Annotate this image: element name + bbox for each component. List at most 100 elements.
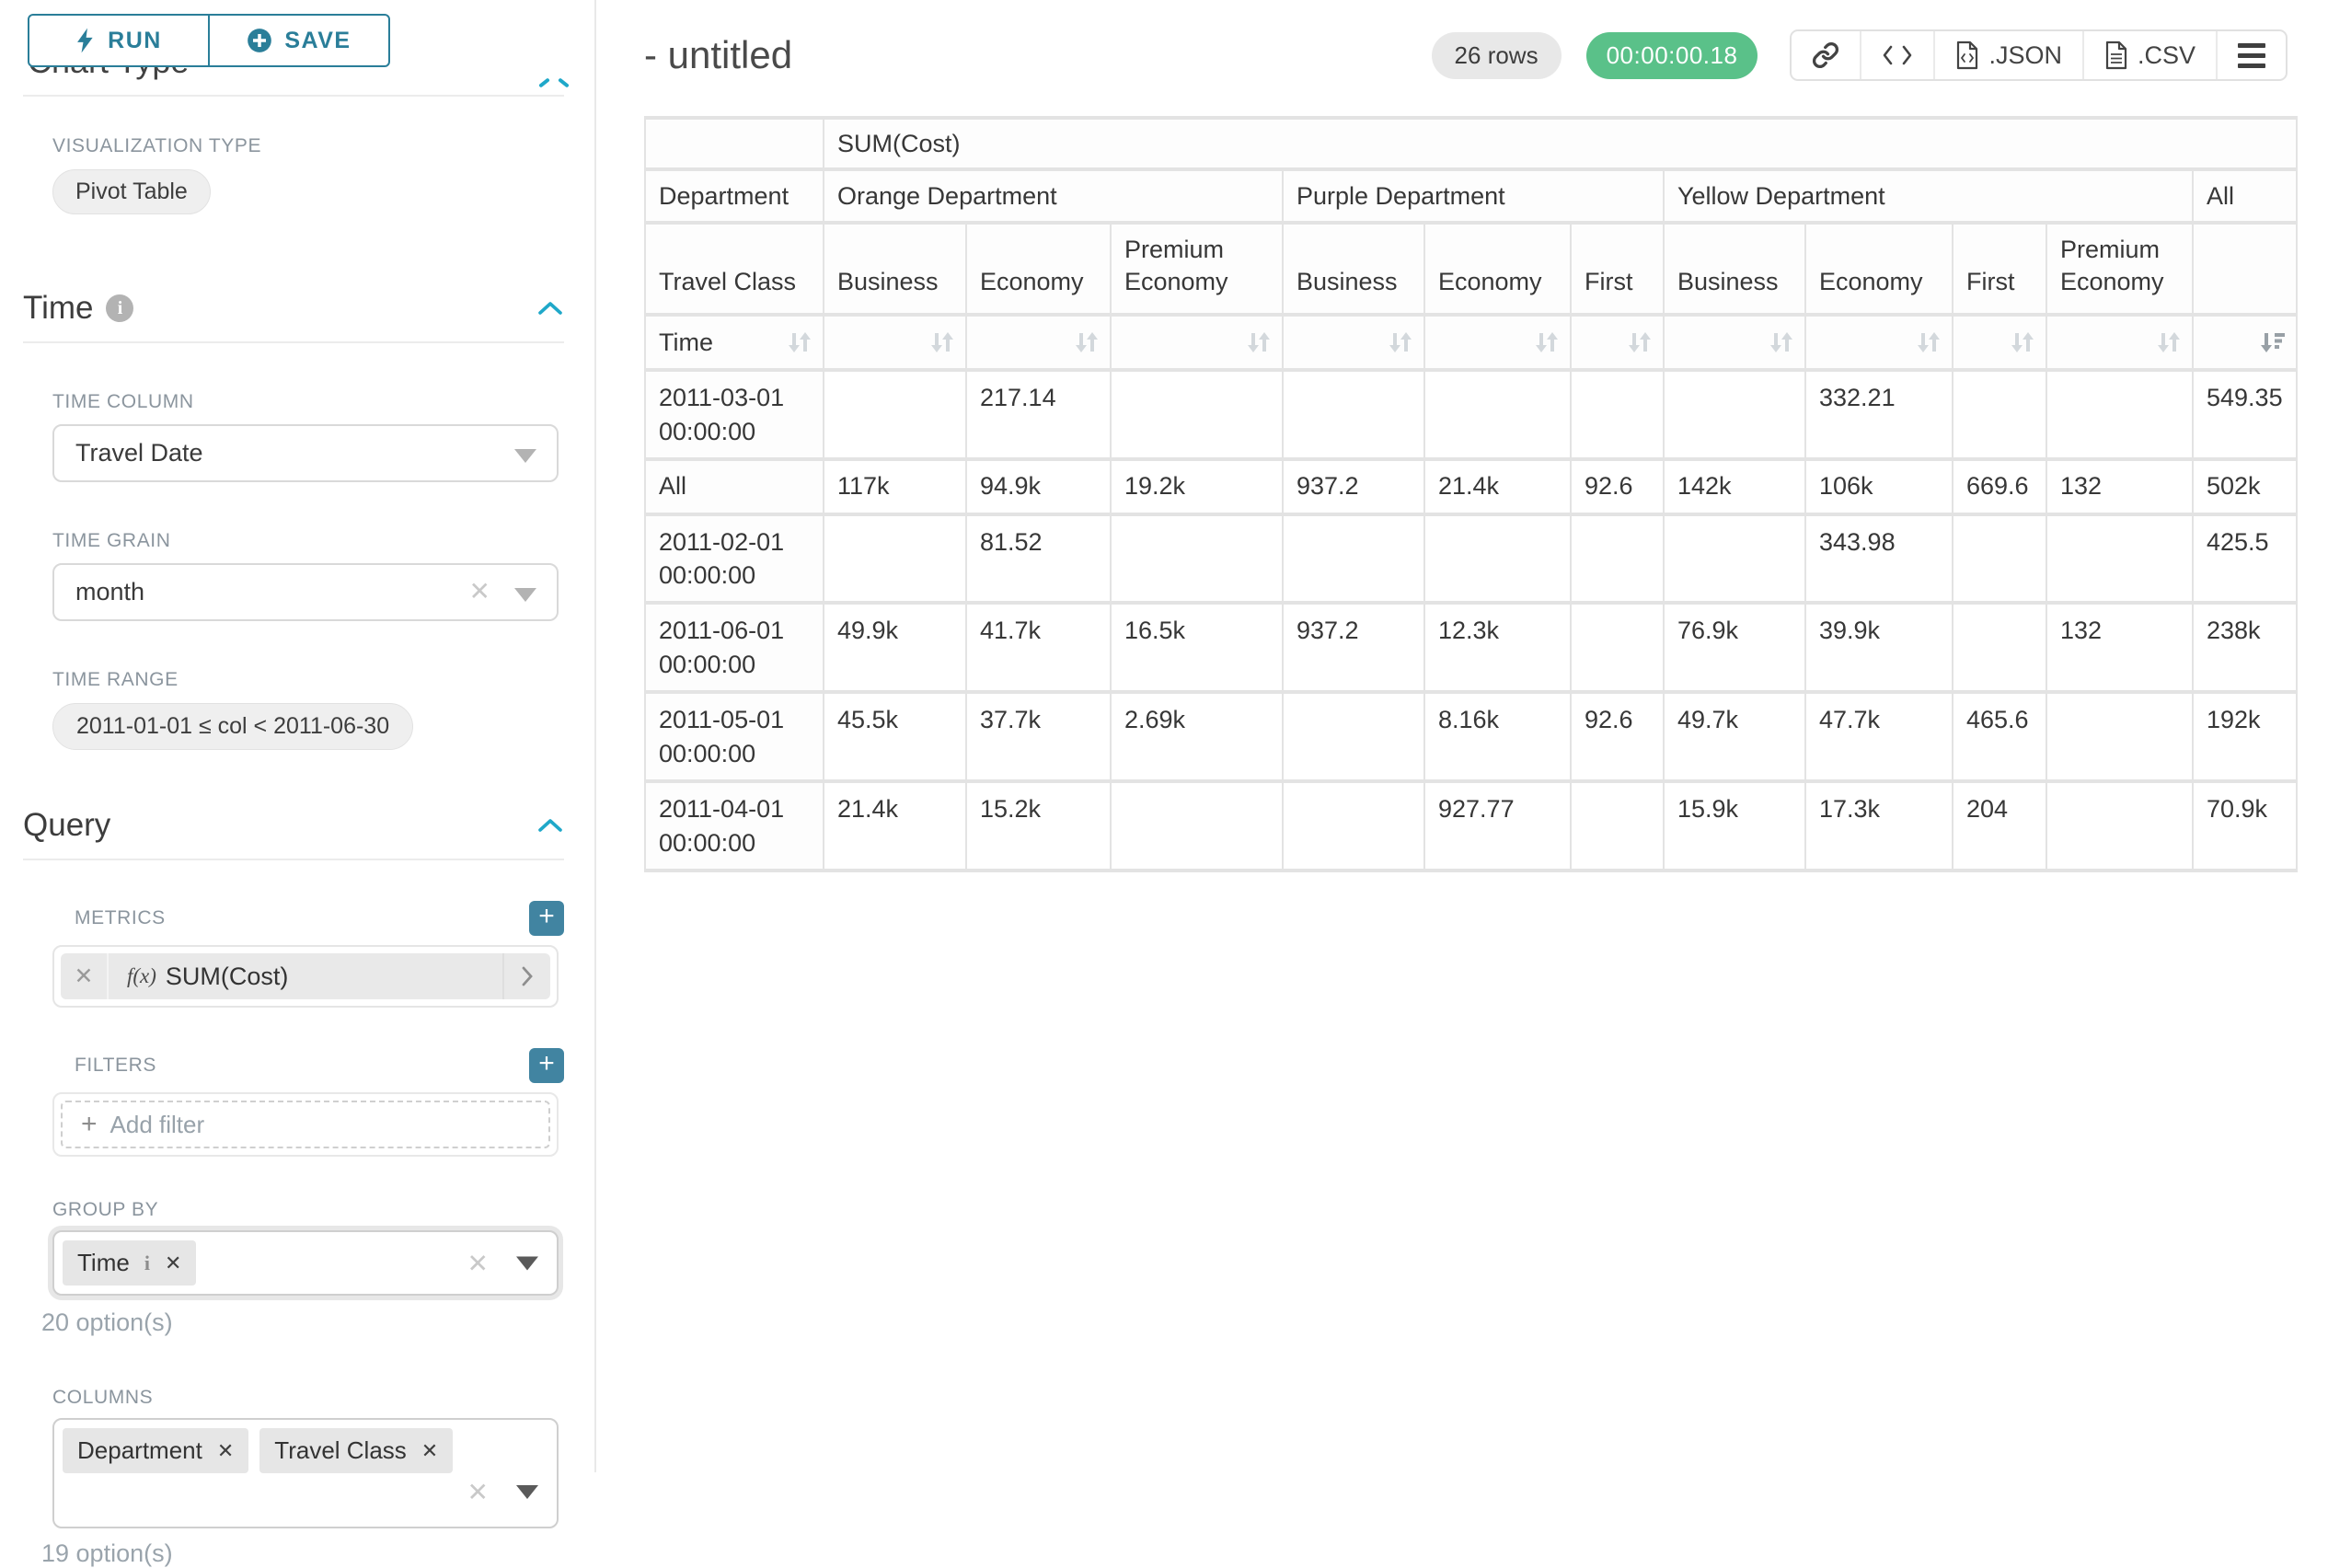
chart-title[interactable]: - untitled — [644, 33, 792, 77]
column-header — [2194, 225, 2296, 313]
sort-icon — [1245, 329, 1273, 355]
sort-header — [2047, 317, 2192, 368]
sort-toggle[interactable] — [1073, 329, 1101, 355]
column-header: Business — [1665, 225, 1804, 313]
column-header: Premium Economy — [1112, 225, 1282, 313]
copy-link-button[interactable] — [1792, 31, 1860, 79]
value-cell — [1953, 605, 2046, 690]
more-options-button[interactable] — [2216, 31, 2286, 79]
remove-tag-icon[interactable]: ✕ — [165, 1251, 181, 1275]
sort-header — [2194, 317, 2296, 368]
sort-icon — [2009, 329, 2036, 355]
sort-icon — [928, 329, 956, 355]
row-header: 2011-02-01 00:00:00 — [646, 516, 823, 602]
sort-header — [1572, 317, 1663, 368]
export-json-button[interactable]: .JSON — [1933, 31, 2082, 79]
time-range-value[interactable]: 2011-01-01 ≤ col < 2011-06-30 — [52, 703, 413, 750]
sort-toggle[interactable] — [1245, 329, 1273, 355]
visualization-type-label: VISUALIZATION TYPE — [52, 135, 594, 157]
value-cell — [1425, 516, 1570, 602]
metric-header: SUM(Cost) — [824, 120, 2296, 167]
remove-tag-icon[interactable]: ✕ — [217, 1439, 234, 1463]
time-column-select[interactable]: Travel Date — [52, 424, 559, 482]
columns-tag[interactable]: Travel Class ✕ — [259, 1428, 453, 1473]
sort-toggle[interactable] — [1533, 329, 1561, 355]
sort-toggle[interactable] — [2155, 329, 2183, 355]
value-cell: 21.4k — [1425, 461, 1570, 512]
sort-toggle[interactable] — [1626, 329, 1654, 355]
divider — [23, 341, 564, 343]
value-cell: 15.9k — [1665, 783, 1804, 869]
value-cell: 669.6 — [1953, 461, 2046, 512]
chevron-up-icon[interactable] — [538, 81, 571, 90]
sort-header-time: Time — [646, 317, 823, 368]
sort-toggle[interactable] — [1915, 329, 1942, 355]
collapse-time-section[interactable] — [536, 300, 564, 317]
row-header: All — [646, 461, 823, 512]
value-cell — [1572, 605, 1663, 690]
value-cell: 217.14 — [967, 372, 1110, 457]
export-csv-button[interactable]: .CSV — [2082, 31, 2216, 79]
code-icon — [1882, 43, 1913, 67]
export-toolbar: .JSON .CSV — [1790, 29, 2288, 81]
columns-select[interactable]: Department ✕ Travel Class ✕ ✕ — [52, 1418, 559, 1528]
sort-icon — [1626, 329, 1654, 355]
group-by-options-hint: 20 option(s) — [41, 1309, 594, 1337]
sort-toggle[interactable] — [1387, 329, 1414, 355]
columns-tag-label: Travel Class — [274, 1436, 407, 1465]
sort-icon — [1915, 329, 1942, 355]
value-cell — [2047, 783, 2192, 869]
query-section-title: Query — [23, 807, 110, 844]
time-section-header: Time i — [23, 290, 564, 327]
save-button-label: SAVE — [284, 28, 351, 54]
clear-icon[interactable]: ✕ — [467, 1248, 489, 1278]
export-csv-label: .CSV — [2138, 41, 2195, 70]
columns-tag[interactable]: Department ✕ — [63, 1428, 248, 1473]
add-filter-dropzone[interactable]: + Add filter — [61, 1101, 550, 1148]
column-group-header: Purple Department — [1284, 171, 1663, 221]
value-cell: 47.7k — [1806, 694, 1952, 779]
lightning-bolt-icon — [75, 28, 96, 53]
column-dimension-label: Department — [646, 171, 823, 221]
metric-chip[interactable]: ✕ f(x) SUM(Cost) — [61, 953, 550, 999]
column-header: Economy — [967, 225, 1110, 313]
export-json-label: .JSON — [1988, 41, 2062, 70]
remove-tag-icon[interactable]: ✕ — [421, 1439, 438, 1463]
sort-toggle[interactable] — [2259, 329, 2287, 355]
row-count-badge: 26 rows — [1432, 32, 1562, 79]
value-cell — [1284, 372, 1423, 457]
column-group-header: Yellow Department — [1665, 171, 2192, 221]
columns-options-hint: 19 option(s) — [41, 1539, 594, 1568]
sort-header — [1425, 317, 1570, 368]
sort-toggle[interactable] — [928, 329, 956, 355]
group-by-tag[interactable]: Time i ✕ — [63, 1240, 196, 1286]
value-cell: 8.16k — [1425, 694, 1570, 779]
group-by-select[interactable]: Time i ✕ ✕ — [52, 1230, 559, 1296]
query-section-header: Query — [23, 807, 564, 844]
column-header: First — [1572, 225, 1663, 313]
sort-toggle[interactable] — [2009, 329, 2036, 355]
value-cell — [1112, 516, 1282, 602]
value-cell: 502k — [2194, 461, 2296, 512]
visualization-type-value[interactable]: Pivot Table — [52, 169, 211, 214]
view-query-button[interactable] — [1860, 31, 1933, 79]
clear-icon[interactable]: ✕ — [469, 576, 490, 606]
sort-toggle[interactable] — [1768, 329, 1795, 355]
time-grain-select[interactable]: month ✕ — [52, 563, 559, 621]
remove-metric-icon[interactable]: ✕ — [61, 953, 109, 999]
plus-icon: + — [81, 1111, 98, 1138]
clear-icon[interactable]: ✕ — [467, 1477, 489, 1507]
add-metric-button[interactable]: + — [529, 901, 564, 936]
run-button[interactable]: RUN — [29, 16, 208, 65]
sort-header — [1665, 317, 1804, 368]
value-cell: 45.5k — [824, 694, 965, 779]
save-button[interactable]: SAVE — [208, 16, 388, 65]
value-cell: 92.6 — [1572, 694, 1663, 779]
expand-metric-icon[interactable] — [502, 953, 550, 999]
value-cell: 17.3k — [1806, 783, 1952, 869]
value-cell: 37.7k — [967, 694, 1110, 779]
add-filter-button[interactable]: + — [529, 1048, 564, 1083]
collapse-query-section[interactable] — [536, 817, 564, 834]
sort-toggle[interactable] — [786, 329, 813, 355]
value-cell — [2047, 516, 2192, 602]
